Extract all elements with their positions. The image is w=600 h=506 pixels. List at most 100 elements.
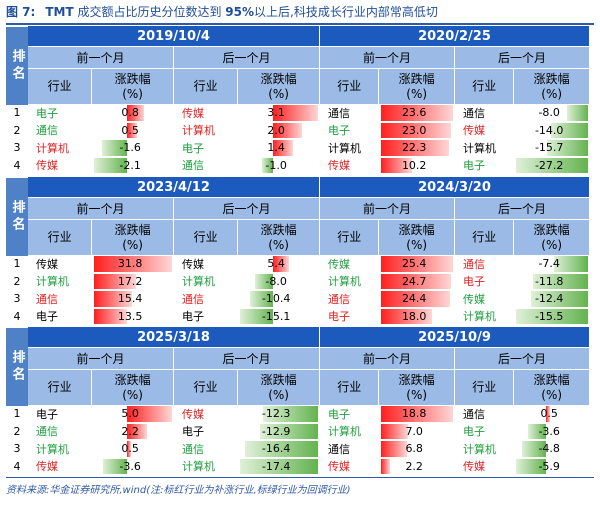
industry-column-header: 行业 bbox=[320, 369, 380, 405]
industry-name: 计算机 bbox=[182, 124, 215, 138]
change-value: 23.0 bbox=[401, 123, 427, 137]
rank-number: 4 bbox=[13, 309, 21, 323]
industry-name: 传媒 bbox=[36, 257, 58, 271]
industry-name: 传媒 bbox=[36, 460, 58, 474]
change-cell: 24.7 bbox=[379, 273, 455, 291]
change-cell: 10.2 bbox=[379, 157, 455, 175]
change-value: 3.1 bbox=[267, 106, 285, 120]
change-bar bbox=[381, 441, 408, 457]
change-cell: -10.4 bbox=[238, 290, 320, 308]
change-column-header: 涨跌幅 (%) bbox=[238, 219, 320, 255]
change-cell: 18.0 bbox=[379, 308, 455, 326]
change-header-line1: 涨跌幅 bbox=[533, 71, 570, 86]
change-cell: 7.0 bbox=[379, 423, 455, 441]
change-cell: -7.4 bbox=[514, 255, 590, 273]
change-value: 2.2 bbox=[405, 459, 423, 473]
change-bar bbox=[94, 273, 137, 289]
industry-column-header: 行业 bbox=[320, 68, 380, 104]
industry-name: 通信 bbox=[182, 159, 204, 173]
change-value: 2.2 bbox=[121, 424, 139, 438]
industry-name: 电子 bbox=[328, 310, 350, 324]
industry-name: 计算机 bbox=[182, 460, 215, 474]
change-bar bbox=[381, 157, 413, 173]
change-bar bbox=[527, 423, 547, 439]
industry-name: 传媒 bbox=[328, 257, 350, 271]
change-bar bbox=[381, 122, 452, 138]
date-header: 2023/4/12 bbox=[28, 177, 320, 197]
change-value: 1.4 bbox=[267, 141, 285, 155]
change-value: 13.5 bbox=[117, 309, 143, 323]
change-column-header: 涨跌幅 (%) bbox=[379, 68, 455, 104]
change-bar bbox=[250, 291, 273, 307]
change-bar bbox=[533, 273, 588, 289]
industry-name: 电子 bbox=[328, 124, 350, 138]
change-bar bbox=[101, 140, 127, 156]
change-value: -27.2 bbox=[534, 158, 564, 172]
industry-name: 传媒 bbox=[36, 159, 58, 173]
change-value: 10.2 bbox=[401, 158, 427, 172]
change-header-line2: (%) bbox=[541, 86, 563, 101]
change-value: -12.4 bbox=[534, 292, 564, 306]
change-value: -10.4 bbox=[261, 292, 291, 306]
industry-column-header: 行业 bbox=[28, 68, 93, 104]
bottom-divider bbox=[6, 477, 594, 478]
period-before-header: 前一个月 bbox=[320, 46, 455, 68]
industry-name: 电子 bbox=[36, 106, 58, 120]
period-before-header: 前一个月 bbox=[320, 197, 455, 219]
change-header-line2: (%) bbox=[406, 237, 428, 252]
change-header-line1: 涨跌幅 bbox=[398, 71, 435, 86]
change-bar bbox=[94, 291, 132, 307]
period-after-header: 后一个月 bbox=[455, 46, 590, 68]
change-value: 5.0 bbox=[121, 407, 139, 421]
change-header-line2: (%) bbox=[541, 237, 563, 252]
change-bar bbox=[126, 105, 144, 121]
change-bar bbox=[546, 406, 550, 422]
change-bar bbox=[381, 308, 433, 324]
industry-name: 计算机 bbox=[36, 141, 69, 155]
change-header-line1: 涨跌幅 bbox=[533, 222, 570, 237]
change-bar bbox=[240, 458, 318, 474]
change-header-line1: 涨跌幅 bbox=[398, 222, 435, 237]
period-after-header: 后一个月 bbox=[455, 347, 590, 369]
rank-number: 2 bbox=[13, 274, 21, 288]
change-bar bbox=[553, 256, 588, 272]
change-value: -15.1 bbox=[261, 309, 291, 323]
change-header-line1: 涨跌幅 bbox=[533, 372, 570, 387]
change-value: -8.0 bbox=[538, 106, 560, 120]
period-after-header: 后一个月 bbox=[174, 347, 320, 369]
change-cell: -3.6 bbox=[514, 423, 590, 441]
change-value: 15.4 bbox=[117, 292, 143, 306]
industry-column-header: 行业 bbox=[28, 219, 93, 255]
industry-name: 通信 bbox=[328, 106, 350, 120]
industry-name: 计算机 bbox=[328, 275, 361, 289]
change-cell: 24.4 bbox=[379, 290, 455, 308]
change-header-line2: (%) bbox=[268, 86, 289, 101]
rank-number: 4 bbox=[13, 459, 21, 473]
change-value: -1.6 bbox=[119, 141, 141, 155]
change-bar bbox=[272, 105, 318, 121]
change-value: -3.6 bbox=[119, 459, 141, 473]
industry-name: 传媒 bbox=[328, 159, 350, 173]
date-header: 2019/10/4 bbox=[28, 26, 320, 46]
change-cell: 5.0 bbox=[92, 405, 174, 423]
period-after-header: 后一个月 bbox=[455, 197, 590, 219]
change-bar bbox=[272, 256, 289, 272]
change-value: 6.8 bbox=[405, 442, 423, 456]
change-column-header: 涨跌幅 (%) bbox=[92, 369, 174, 405]
change-cell: 1.4 bbox=[238, 139, 320, 157]
change-cell: 31.8 bbox=[92, 255, 174, 273]
industry-name: 计算机 bbox=[463, 141, 496, 155]
change-value: 2.0 bbox=[267, 123, 285, 137]
change-cell: -2.1 bbox=[92, 157, 174, 175]
change-cell: -1.6 bbox=[92, 139, 174, 157]
industry-name: 传媒 bbox=[182, 106, 204, 120]
industry-column-header: 行业 bbox=[174, 68, 239, 104]
change-value: 0.5 bbox=[121, 442, 139, 456]
change-cell: -15.7 bbox=[514, 139, 590, 157]
change-cell: 0.8 bbox=[92, 104, 174, 122]
period-before-header: 前一个月 bbox=[320, 347, 455, 369]
change-bar bbox=[126, 441, 132, 457]
industry-name: 传媒 bbox=[328, 460, 350, 474]
industry-name: 电子 bbox=[328, 407, 350, 421]
rank-number: 4 bbox=[13, 158, 21, 172]
